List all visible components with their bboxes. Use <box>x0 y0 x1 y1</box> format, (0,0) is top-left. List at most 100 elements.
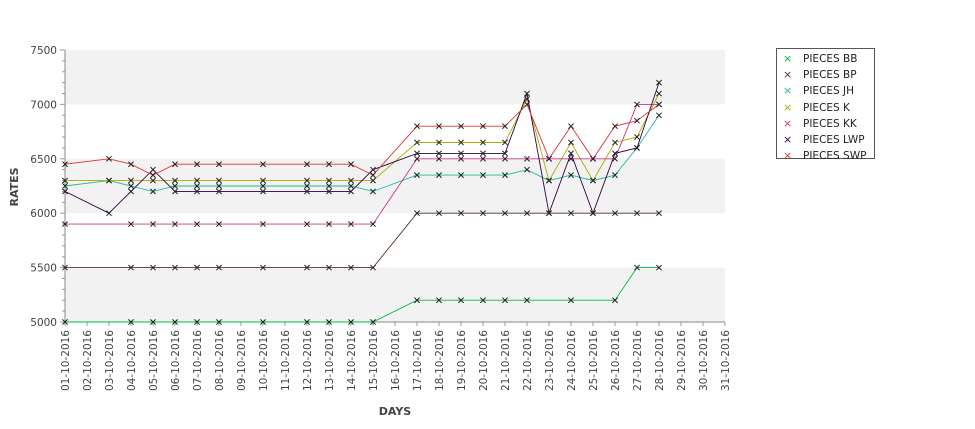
y-tick-label: 7000 <box>30 99 57 111</box>
data-point <box>194 161 200 168</box>
data-point <box>524 101 530 108</box>
x-tick-label: 29-10-2016 <box>676 330 688 391</box>
x-tick-label: 27-10-2016 <box>632 330 644 391</box>
y-tick-label: 6000 <box>30 208 57 220</box>
legend-item: × PIECES KK <box>777 116 874 132</box>
data-point <box>634 264 640 271</box>
data-point <box>612 123 618 130</box>
data-point <box>612 210 618 217</box>
data-point <box>260 188 266 195</box>
data-point <box>326 319 332 325</box>
series-line <box>64 115 660 192</box>
data-point <box>458 210 464 217</box>
legend-label: PIECES JH <box>803 85 855 98</box>
data-point <box>590 155 596 162</box>
data-point <box>106 177 112 184</box>
legend-item: × PIECES K <box>777 100 874 116</box>
data-point <box>172 161 178 168</box>
y-axis-title: RATES <box>8 167 21 206</box>
x-tick-label: 19-10-2016 <box>456 330 468 391</box>
data-point <box>502 155 508 162</box>
data-point <box>612 172 618 179</box>
data-point <box>194 264 200 271</box>
data-point <box>370 166 376 173</box>
data-point <box>128 221 134 228</box>
data-point <box>546 210 552 217</box>
data-point <box>370 319 376 325</box>
data-point <box>216 161 222 168</box>
x-tick-label: 25-10-2016 <box>588 330 600 391</box>
data-point <box>348 319 354 325</box>
data-point <box>480 155 486 162</box>
data-point <box>216 183 222 189</box>
data-point <box>128 161 134 168</box>
data-point <box>106 210 112 217</box>
data-point <box>524 297 530 304</box>
data-point <box>634 210 640 217</box>
data-point <box>436 150 442 157</box>
data-point <box>150 319 156 325</box>
data-point <box>612 155 618 162</box>
data-point <box>436 172 442 179</box>
data-point <box>568 123 574 130</box>
grid-band <box>65 50 725 105</box>
data-point <box>656 79 662 86</box>
data-point <box>436 210 442 217</box>
data-point <box>62 161 68 168</box>
x-tick-label: 13-10-2016 <box>324 330 336 391</box>
data-point <box>546 155 552 162</box>
series-line <box>64 82 660 215</box>
data-point <box>502 210 508 217</box>
x-tick-label: 02-10-2016 <box>82 330 94 391</box>
data-point <box>524 210 530 217</box>
data-point <box>150 177 156 184</box>
data-point <box>216 177 222 184</box>
data-point <box>568 139 574 146</box>
data-point <box>304 264 310 271</box>
data-point <box>502 150 508 157</box>
legend-marker-icon: × <box>783 132 793 146</box>
legend-item: × PIECES JH <box>777 83 874 99</box>
data-point <box>304 177 310 184</box>
legend-label: PIECES LWP <box>803 133 865 146</box>
x-tick-label: 10-10-2016 <box>258 330 270 391</box>
legend-item: × PIECES BP <box>777 67 874 83</box>
data-point <box>216 264 222 271</box>
data-point <box>524 96 530 102</box>
y-tick-label: 5000 <box>30 317 57 329</box>
x-tick-label: 18-10-2016 <box>434 330 446 391</box>
data-point <box>568 210 574 217</box>
data-point <box>216 188 222 195</box>
data-point <box>260 221 266 228</box>
data-point <box>172 188 178 195</box>
x-tick-label: 11-10-2016 <box>280 330 292 391</box>
data-point <box>590 177 596 184</box>
data-point <box>62 177 68 184</box>
data-point <box>128 264 134 271</box>
data-point <box>260 183 266 189</box>
data-point <box>370 221 376 228</box>
data-point <box>458 123 464 130</box>
data-point <box>458 155 464 162</box>
data-point <box>634 101 640 108</box>
data-point <box>414 210 420 217</box>
x-tick-label: 15-10-2016 <box>368 330 380 391</box>
data-point <box>304 319 310 325</box>
data-point <box>414 139 420 146</box>
data-point <box>348 183 354 189</box>
legend-marker-icon: × <box>783 116 793 130</box>
data-point <box>348 188 354 195</box>
y-tick-label: 5500 <box>30 263 57 275</box>
data-point <box>128 183 134 189</box>
legend-marker-icon: × <box>783 100 793 114</box>
data-point <box>194 177 200 184</box>
data-point <box>480 172 486 179</box>
data-point <box>414 297 420 304</box>
x-tick-label: 05-10-2016 <box>148 330 160 391</box>
series-lines <box>64 82 660 323</box>
data-point <box>524 155 530 162</box>
data-point <box>568 172 574 179</box>
data-point <box>436 123 442 130</box>
data-point <box>150 221 156 228</box>
